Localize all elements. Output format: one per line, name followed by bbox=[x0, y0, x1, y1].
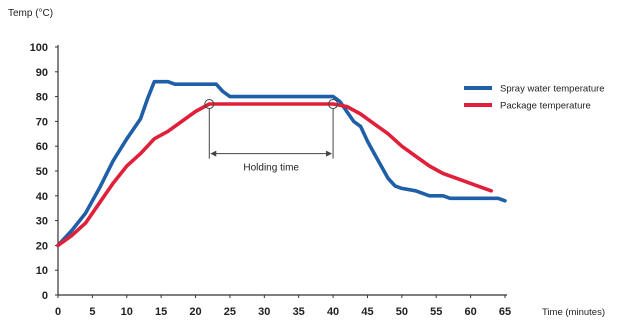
holding-arrowhead-left bbox=[210, 150, 217, 157]
ticks-layer: 0 10 20 30 40 50 60 70 80 90 100 0 5 10 15 20 25 30 35 40 45… bbox=[30, 42, 511, 318]
y-tick-label: 20 bbox=[36, 240, 48, 252]
y-tick-label: 40 bbox=[36, 191, 48, 203]
holding-time-label: Holding time bbox=[243, 163, 299, 174]
y-axis-label: Temp (°C) bbox=[8, 8, 54, 19]
x-tick-label: 35 bbox=[293, 306, 305, 318]
series-line-0 bbox=[56, 79, 507, 248]
x-tick-label: 15 bbox=[155, 306, 167, 318]
x-tick-label: 50 bbox=[396, 306, 408, 318]
legend-layer: Spray water temperature Package temperatu… bbox=[464, 84, 605, 112]
annotation-layer: Holding time bbox=[204, 99, 339, 174]
legend-label-0: Spray water temperature bbox=[500, 84, 605, 95]
y-tick-label: 0 bbox=[42, 290, 48, 302]
x-tick-label: 65 bbox=[499, 306, 511, 318]
x-tick-label: 20 bbox=[189, 306, 201, 318]
y-tick-label: 30 bbox=[36, 216, 48, 228]
y-tick-label: 70 bbox=[36, 116, 48, 128]
x-tick-label: 25 bbox=[224, 306, 236, 318]
x-tick-label: 30 bbox=[258, 306, 270, 318]
x-axis-label: Time (minutes) bbox=[542, 307, 605, 318]
y-tick-label: 60 bbox=[36, 141, 48, 153]
holding-arrowhead-right bbox=[326, 150, 333, 157]
x-tick-label: 0 bbox=[55, 306, 61, 318]
x-tick-label: 45 bbox=[361, 306, 373, 318]
legend-label-1: Package temperature bbox=[500, 101, 591, 112]
y-tick-label: 90 bbox=[36, 67, 48, 79]
y-tick-label: 100 bbox=[30, 42, 48, 54]
axes-layer bbox=[57, 45, 507, 296]
x-tick-label: 60 bbox=[464, 306, 476, 318]
x-tick-label: 5 bbox=[89, 306, 95, 318]
y-tick-label: 80 bbox=[36, 92, 48, 104]
x-tick-label: 55 bbox=[430, 306, 442, 318]
x-tick-label: 40 bbox=[327, 306, 339, 318]
x-tick-label: 10 bbox=[121, 306, 133, 318]
series-layer bbox=[56, 79, 507, 248]
y-tick-label: 10 bbox=[36, 265, 48, 277]
y-tick-label: 50 bbox=[36, 166, 48, 178]
series-line-1 bbox=[56, 102, 493, 248]
